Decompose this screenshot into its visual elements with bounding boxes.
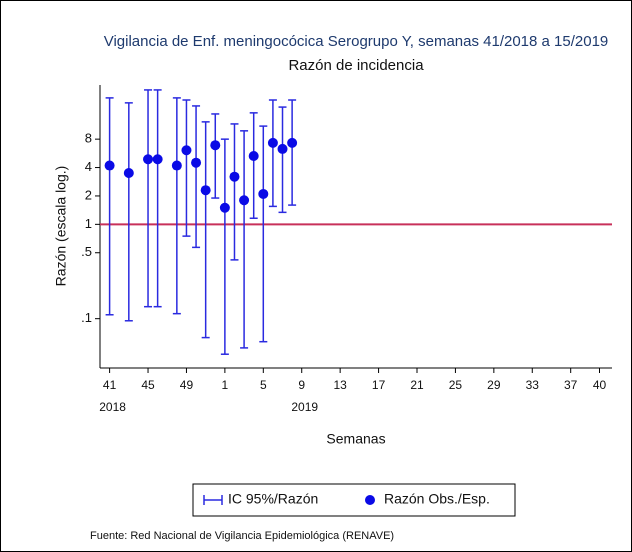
point (152, 154, 163, 165)
x-tick-label: 25 (449, 378, 463, 392)
point (258, 188, 269, 199)
x-tick-label: 29 (487, 378, 501, 392)
x-axis-label: Semanas (326, 431, 385, 447)
x-tick-label: 41 (103, 378, 117, 392)
point (200, 185, 211, 196)
point (210, 140, 221, 151)
point (123, 168, 134, 179)
x-tick-label: 40 (593, 378, 607, 392)
x-tick-label: 45 (141, 378, 155, 392)
point (239, 195, 250, 206)
point (181, 145, 192, 156)
legend-point-symbol (365, 495, 375, 505)
chart-title: Vigilancia de Enf. meningocócica Serogru… (104, 33, 609, 50)
x-tick-label: 1 (222, 378, 229, 392)
point (287, 137, 298, 148)
point (104, 160, 115, 171)
y-tick-label: .1 (81, 310, 92, 325)
legend-label: IC 95%/Razón (228, 491, 318, 507)
x-tick-label: 37 (564, 378, 578, 392)
point (229, 171, 240, 182)
y-axis-label: Razón (escala log.) (53, 166, 69, 287)
legend-label: Razón Obs./Esp. (384, 491, 490, 507)
point (248, 151, 259, 162)
y-tick-label: 2 (85, 187, 92, 202)
point (277, 143, 288, 154)
y-tick-label: 8 (85, 131, 92, 146)
x-tick-label: 33 (526, 378, 540, 392)
x-tick-label: 5 (260, 378, 267, 392)
chart-subtitle: Razón de incidencia (288, 57, 424, 74)
year-label: 2018 (99, 400, 126, 414)
x-tick-label: 17 (372, 378, 386, 392)
y-tick-label: .5 (81, 244, 92, 259)
point (191, 157, 202, 168)
legend-box (192, 483, 516, 517)
point (219, 202, 230, 213)
year-label: 2019 (291, 400, 318, 414)
y-tick-label: 4 (85, 159, 92, 174)
y-tick-label: 1 (85, 216, 92, 231)
source: Fuente: Red Nacional de Vigilancia Epide… (90, 530, 394, 542)
x-tick-label: 13 (333, 378, 347, 392)
point (267, 137, 278, 148)
x-tick-label: 21 (410, 378, 424, 392)
x-tick-label: 9 (298, 378, 305, 392)
point (171, 160, 182, 171)
x-tick-label: 49 (180, 378, 194, 392)
point (143, 154, 154, 165)
